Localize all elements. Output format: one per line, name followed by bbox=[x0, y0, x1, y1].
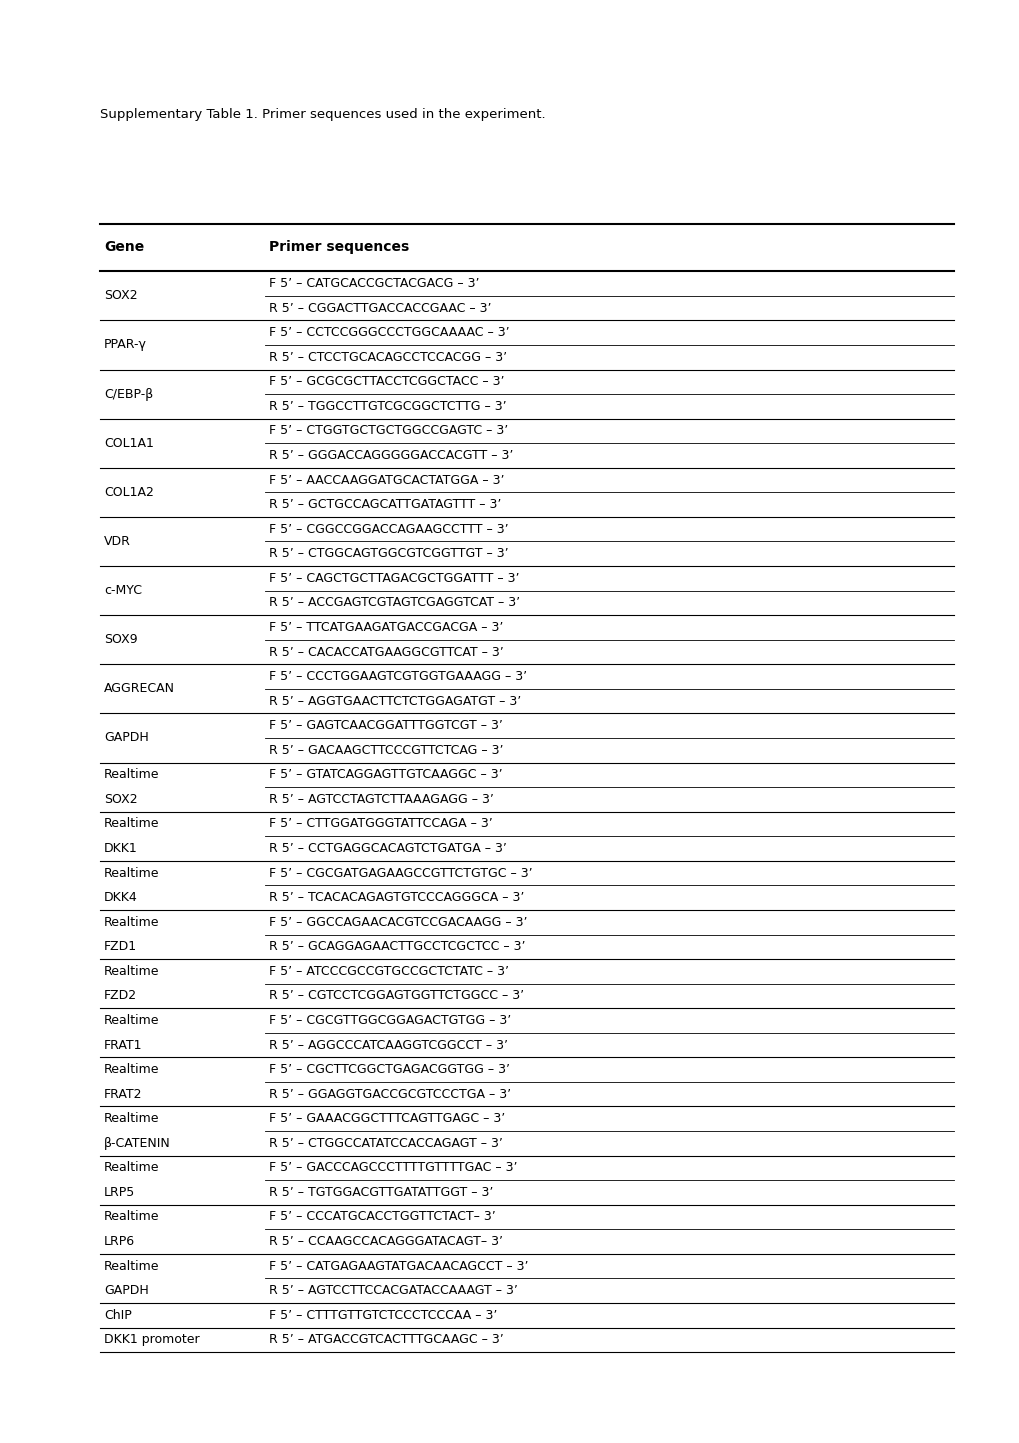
Text: F 5’ – GAGTCAACGGATTTGGTCGT – 3’: F 5’ – GAGTCAACGGATTTGGTCGT – 3’ bbox=[269, 719, 502, 732]
Text: R 5’ – ATGACCGTCACTTTGCAAGC – 3’: R 5’ – ATGACCGTCACTTTGCAAGC – 3’ bbox=[269, 1333, 503, 1346]
Text: DKK1: DKK1 bbox=[104, 843, 138, 856]
Text: F 5’ – CGCGTTGGCGGAGACTGTGG – 3’: F 5’ – CGCGTTGGCGGAGACTGTGG – 3’ bbox=[269, 1014, 512, 1027]
Text: F 5’ – GAAACGGCTTTCAGTTGAGC – 3’: F 5’ – GAAACGGCTTTCAGTTGAGC – 3’ bbox=[269, 1113, 505, 1126]
Text: R 5’ – CGGACTTGACCACCGAAC – 3’: R 5’ – CGGACTTGACCACCGAAC – 3’ bbox=[269, 302, 491, 315]
Text: R 5’ – CTCCTGCACAGCCTCCACGG – 3’: R 5’ – CTCCTGCACAGCCTCCACGG – 3’ bbox=[269, 351, 506, 364]
Text: R 5’ – CGTCCTCGGAGTGGTTCTGGCC – 3’: R 5’ – CGTCCTCGGAGTGGTTCTGGCC – 3’ bbox=[269, 990, 524, 1003]
Text: DKK4: DKK4 bbox=[104, 892, 138, 905]
Text: FZD1: FZD1 bbox=[104, 941, 137, 954]
Text: R 5’ – GCAGGAGAACTTGCCTCGCTCC – 3’: R 5’ – GCAGGAGAACTTGCCTCGCTCC – 3’ bbox=[269, 941, 525, 954]
Text: F 5’ – TTCATGAAGATGACCGACGA – 3’: F 5’ – TTCATGAAGATGACCGACGA – 3’ bbox=[269, 620, 503, 633]
Text: Supplementary Table 1. Primer sequences used in the experiment.: Supplementary Table 1. Primer sequences … bbox=[100, 108, 545, 121]
Text: F 5’ – GGCCAGAACACGTCCGACAAGG – 3’: F 5’ – GGCCAGAACACGTCCGACAAGG – 3’ bbox=[269, 916, 527, 929]
Text: DKK1 promoter: DKK1 promoter bbox=[104, 1333, 200, 1346]
Text: Realtime: Realtime bbox=[104, 1211, 159, 1224]
Text: COL1A1: COL1A1 bbox=[104, 437, 154, 450]
Text: COL1A2: COL1A2 bbox=[104, 486, 154, 499]
Text: Realtime: Realtime bbox=[104, 1162, 159, 1175]
Text: GAPDH: GAPDH bbox=[104, 1284, 149, 1297]
Text: R 5’ – AGTCCTAGTCTTAAAGAGG – 3’: R 5’ – AGTCCTAGTCTTAAAGAGG – 3’ bbox=[269, 792, 493, 805]
Text: Realtime: Realtime bbox=[104, 1063, 159, 1076]
Text: F 5’ – CGCGATGAGAAGCCGTTCTGTGC – 3’: F 5’ – CGCGATGAGAAGCCGTTCTGTGC – 3’ bbox=[269, 867, 532, 880]
Text: SOX2: SOX2 bbox=[104, 792, 138, 805]
Text: R 5’ – CCAAGCCACAGGGATACAGT– 3’: R 5’ – CCAAGCCACAGGGATACAGT– 3’ bbox=[269, 1235, 502, 1248]
Text: F 5’ – ATCCCGCCGTGCCGCTCTATC – 3’: F 5’ – ATCCCGCCGTGCCGCTCTATC – 3’ bbox=[269, 965, 508, 978]
Text: R 5’ – GGAGGTGACCGCGTCCCTGA – 3’: R 5’ – GGAGGTGACCGCGTCCCTGA – 3’ bbox=[269, 1088, 511, 1101]
Text: F 5’ – CTTGGATGGGTATTCCAGA – 3’: F 5’ – CTTGGATGGGTATTCCAGA – 3’ bbox=[269, 818, 492, 831]
Text: F 5’ – CGGCCGGACCAGAAGCCTTT – 3’: F 5’ – CGGCCGGACCAGAAGCCTTT – 3’ bbox=[269, 522, 508, 535]
Text: Realtime: Realtime bbox=[104, 818, 159, 831]
Text: Primer sequences: Primer sequences bbox=[269, 241, 410, 254]
Text: F 5’ – AACCAAGGATGCACTATGGA – 3’: F 5’ – AACCAAGGATGCACTATGGA – 3’ bbox=[269, 473, 504, 486]
Text: GAPDH: GAPDH bbox=[104, 732, 149, 745]
Text: Realtime: Realtime bbox=[104, 1014, 159, 1027]
Text: F 5’ – CCCATGCACCTGGTTCTACT– 3’: F 5’ – CCCATGCACCTGGTTCTACT– 3’ bbox=[269, 1211, 495, 1224]
Text: R 5’ – GGGACCAGGGGGACCACGTT – 3’: R 5’ – GGGACCAGGGGGACCACGTT – 3’ bbox=[269, 449, 514, 462]
Text: Gene: Gene bbox=[104, 241, 144, 254]
Text: LRP5: LRP5 bbox=[104, 1186, 136, 1199]
Text: PPAR-γ: PPAR-γ bbox=[104, 339, 147, 352]
Text: C/EBP-β: C/EBP-β bbox=[104, 388, 153, 401]
Text: R 5’ – AGGTGAACTTCTCTGGAGATGT – 3’: R 5’ – AGGTGAACTTCTCTGGAGATGT – 3’ bbox=[269, 694, 521, 707]
Text: SOX9: SOX9 bbox=[104, 633, 138, 646]
Text: R 5’ – ACCGAGTCGTAGTCGAGGTCAT – 3’: R 5’ – ACCGAGTCGTAGTCGAGGTCAT – 3’ bbox=[269, 596, 520, 609]
Text: R 5’ – TCACACAGAGTGTCCCAGGGCA – 3’: R 5’ – TCACACAGAGTGTCCCAGGGCA – 3’ bbox=[269, 892, 524, 905]
Text: FRAT1: FRAT1 bbox=[104, 1039, 143, 1052]
Text: β-CATENIN: β-CATENIN bbox=[104, 1137, 170, 1150]
Text: F 5’ – CCCTGGAAGTCGTGGTGAAAGG – 3’: F 5’ – CCCTGGAAGTCGTGGTGAAAGG – 3’ bbox=[269, 670, 527, 683]
Text: FRAT2: FRAT2 bbox=[104, 1088, 143, 1101]
Text: Realtime: Realtime bbox=[104, 867, 159, 880]
Text: FZD2: FZD2 bbox=[104, 990, 137, 1003]
Text: F 5’ – CTGGTGCTGCTGGCCGAGTC – 3’: F 5’ – CTGGTGCTGCTGGCCGAGTC – 3’ bbox=[269, 424, 508, 437]
Text: ChIP: ChIP bbox=[104, 1309, 131, 1322]
Text: SOX2: SOX2 bbox=[104, 290, 138, 303]
Text: Realtime: Realtime bbox=[104, 1113, 159, 1126]
Text: F 5’ – CAGCTGCTTAGACGCTGGATTT – 3’: F 5’ – CAGCTGCTTAGACGCTGGATTT – 3’ bbox=[269, 571, 520, 584]
Text: Realtime: Realtime bbox=[104, 768, 159, 781]
Text: R 5’ – TGGCCTTGTCGCGGCTCTTG – 3’: R 5’ – TGGCCTTGTCGCGGCTCTTG – 3’ bbox=[269, 400, 506, 413]
Text: c-MYC: c-MYC bbox=[104, 584, 142, 597]
Text: Realtime: Realtime bbox=[104, 1260, 159, 1273]
Text: R 5’ – CTGGCAGTGGCGTCGGTTGT – 3’: R 5’ – CTGGCAGTGGCGTCGGTTGT – 3’ bbox=[269, 547, 508, 560]
Text: R 5’ – CCTGAGGCACAGTCTGATGA – 3’: R 5’ – CCTGAGGCACAGTCTGATGA – 3’ bbox=[269, 843, 506, 856]
Text: F 5’ – CATGCACCGCTACGACG – 3’: F 5’ – CATGCACCGCTACGACG – 3’ bbox=[269, 277, 479, 290]
Text: F 5’ – CGCTTCGGCTGAGACGGTGG – 3’: F 5’ – CGCTTCGGCTGAGACGGTGG – 3’ bbox=[269, 1063, 510, 1076]
Text: Realtime: Realtime bbox=[104, 965, 159, 978]
Text: F 5’ – CTTTGTTGTCTCCCTCCCAA – 3’: F 5’ – CTTTGTTGTCTCCCTCCCAA – 3’ bbox=[269, 1309, 497, 1322]
Text: R 5’ – TGTGGACGTTGATATTGGT – 3’: R 5’ – TGTGGACGTTGATATTGGT – 3’ bbox=[269, 1186, 493, 1199]
Text: F 5’ – GACCCAGCCCTTTTGTTTTGAC – 3’: F 5’ – GACCCAGCCCTTTTGTTTTGAC – 3’ bbox=[269, 1162, 518, 1175]
Text: Realtime: Realtime bbox=[104, 916, 159, 929]
Text: R 5’ – GCTGCCAGCATTGATAGTTT – 3’: R 5’ – GCTGCCAGCATTGATAGTTT – 3’ bbox=[269, 498, 501, 511]
Text: F 5’ – GTATCAGGAGTTGTCAAGGC – 3’: F 5’ – GTATCAGGAGTTGTCAAGGC – 3’ bbox=[269, 768, 502, 781]
Text: LRP6: LRP6 bbox=[104, 1235, 136, 1248]
Text: R 5’ – AGGCCCATCAAGGTCGGCCT – 3’: R 5’ – AGGCCCATCAAGGTCGGCCT – 3’ bbox=[269, 1039, 507, 1052]
Text: AGGRECAN: AGGRECAN bbox=[104, 683, 175, 696]
Text: F 5’ – GCGCGCTTACCTCGGCTACC – 3’: F 5’ – GCGCGCTTACCTCGGCTACC – 3’ bbox=[269, 375, 504, 388]
Text: R 5’ – AGTCCTTCCACGATACCAAAGT – 3’: R 5’ – AGTCCTTCCACGATACCAAAGT – 3’ bbox=[269, 1284, 518, 1297]
Text: F 5’ – CATGAGAAGTATGACAACAGCCT – 3’: F 5’ – CATGAGAAGTATGACAACAGCCT – 3’ bbox=[269, 1260, 528, 1273]
Text: R 5’ – GACAAGCTTCCCGTTCTCAG – 3’: R 5’ – GACAAGCTTCCCGTTCTCAG – 3’ bbox=[269, 743, 503, 756]
Text: F 5’ – CCTCCGGGCCCTGGCAAAAC – 3’: F 5’ – CCTCCGGGCCCTGGCAAAAC – 3’ bbox=[269, 326, 510, 339]
Text: R 5’ – CTGGCCATATCCACCAGAGT – 3’: R 5’ – CTGGCCATATCCACCAGAGT – 3’ bbox=[269, 1137, 502, 1150]
Text: VDR: VDR bbox=[104, 535, 130, 548]
Text: R 5’ – CACACCATGAAGGCGTTCAT – 3’: R 5’ – CACACCATGAAGGCGTTCAT – 3’ bbox=[269, 645, 503, 658]
